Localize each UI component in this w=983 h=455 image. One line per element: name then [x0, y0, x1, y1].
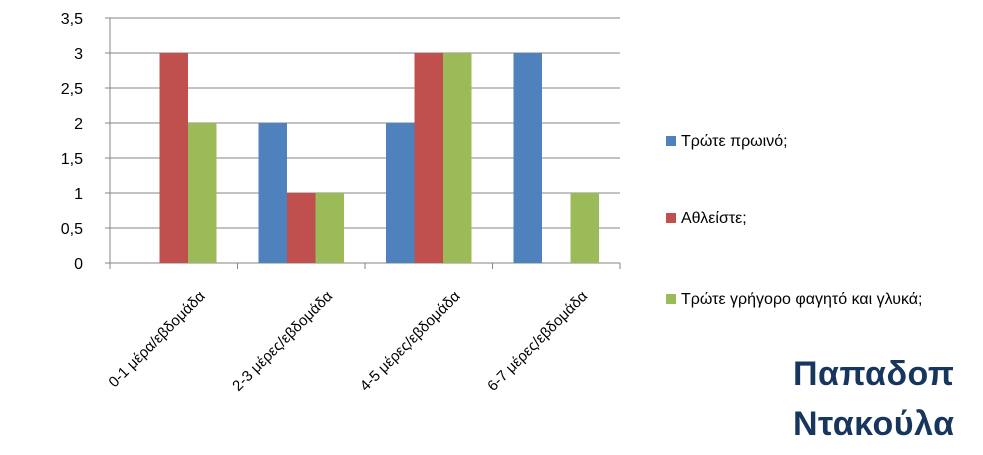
bar-fastfood: [188, 123, 217, 263]
bar-fastfood: [443, 53, 472, 263]
legend-label-fastfood: Τρώτε γρήγορο φαγητό και γλυκά;: [681, 291, 923, 308]
y-tick-label: 2: [74, 116, 83, 133]
bar-breakfast: [258, 123, 287, 263]
x-category-label: 6-7 μέρες/εβδομάδα: [484, 288, 591, 395]
bar-exercise: [414, 53, 443, 263]
y-tick-label: 3: [74, 46, 83, 63]
bar-breakfast: [386, 123, 415, 263]
legend-swatch-red: [666, 213, 676, 223]
author-name-line-2: Ντακούλα: [793, 405, 955, 443]
y-tick-label: 0,5: [61, 221, 83, 238]
y-tick-label: 2,5: [61, 81, 83, 98]
y-tick-label: 3,5: [61, 11, 83, 28]
x-category-label: 2-3 μέρες/εβδομάδα: [229, 288, 336, 395]
legend-swatch-green: [666, 294, 676, 304]
bar-exercise: [287, 193, 316, 263]
x-category-label: 4-5 μέρες/εβδομάδα: [357, 288, 464, 395]
bar-fastfood: [570, 193, 599, 263]
bar-fastfood: [315, 193, 344, 263]
y-tick-label: 0: [74, 256, 83, 273]
legend-item-fastfood: Τρώτε γρήγορο φαγητό και γλυκά;: [666, 289, 981, 310]
y-tick-label: 1: [74, 186, 83, 203]
legend-label-breakfast: Τρώτε πρωινό;: [681, 133, 788, 150]
x-category-label: 0-1 μέρα/εβδομάδα: [105, 288, 208, 391]
bar-exercise: [159, 53, 188, 263]
legend-item-breakfast: Τρώτε πρωινό;: [666, 131, 981, 152]
author-name-line-1: Παπαδοπ: [793, 355, 955, 393]
y-tick-label: 1,5: [61, 151, 83, 168]
legend-swatch-blue: [666, 136, 676, 146]
legend-label-exercise: Αθλείστε;: [681, 210, 747, 227]
bar-breakfast: [513, 53, 542, 263]
legend-item-exercise: Αθλείστε;: [666, 208, 981, 229]
